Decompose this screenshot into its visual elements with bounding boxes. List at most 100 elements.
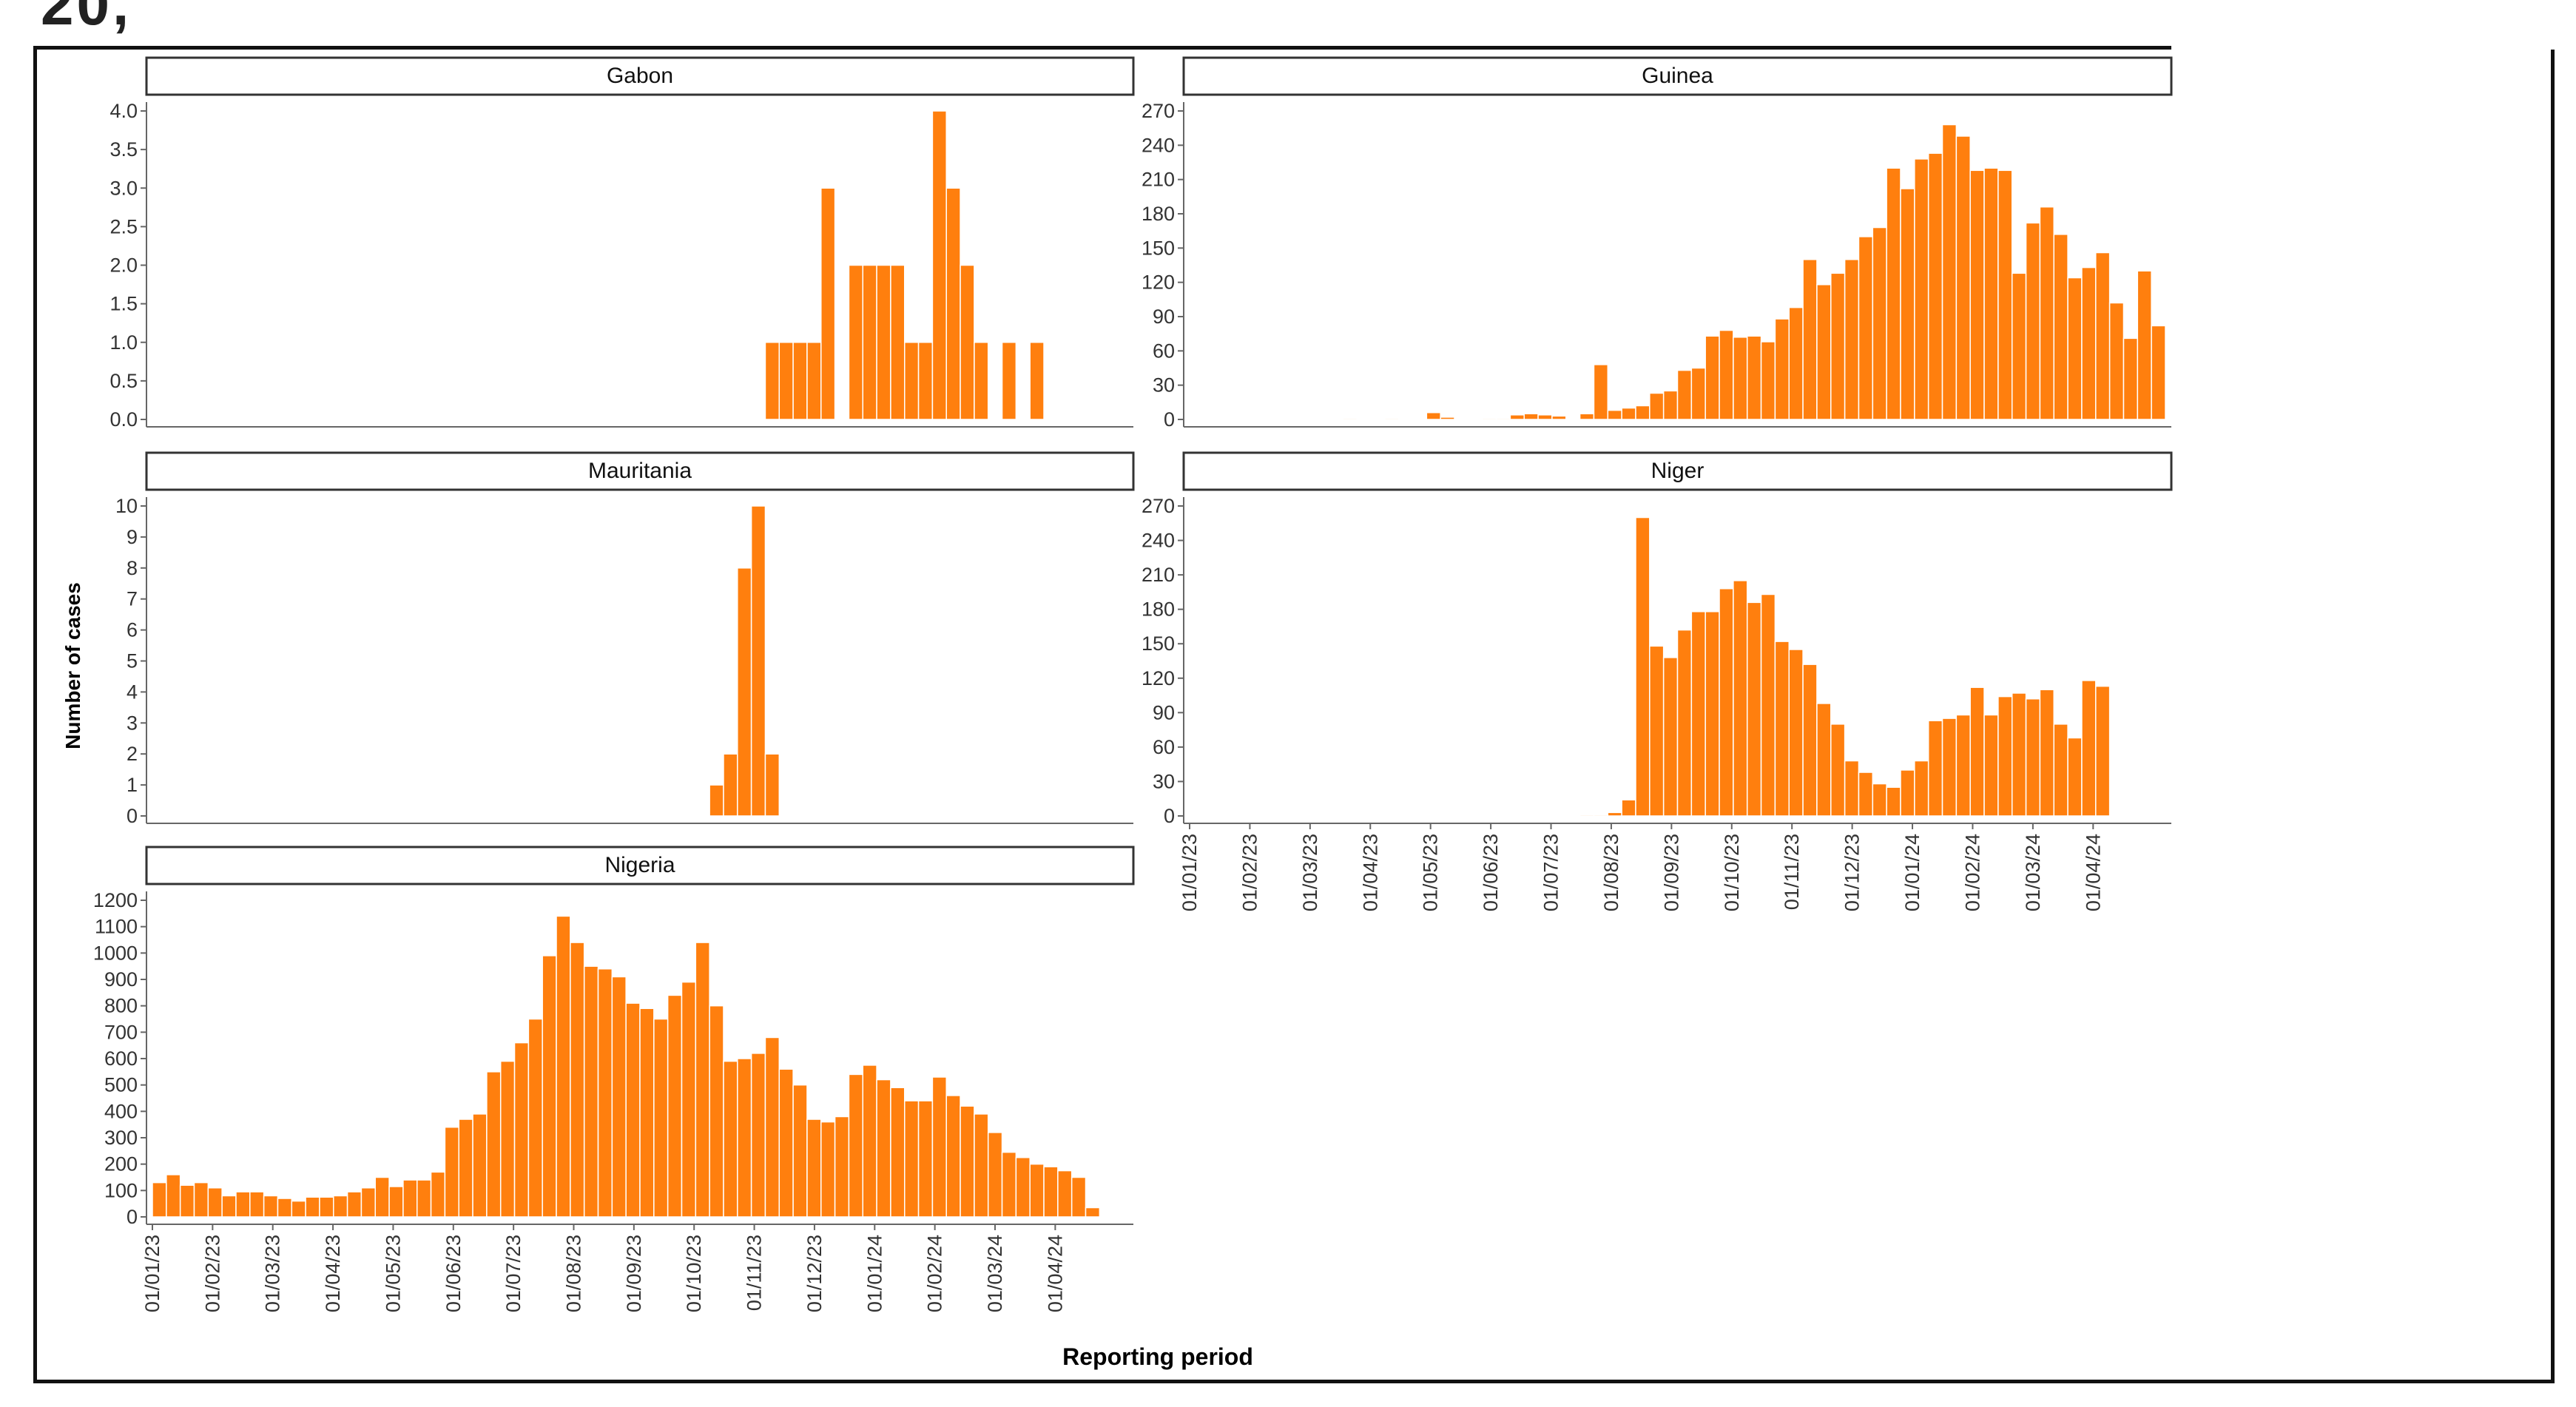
bar xyxy=(709,784,724,817)
bar xyxy=(235,1191,251,1218)
bar xyxy=(917,1100,934,1218)
y-tick-label: 3 xyxy=(127,712,138,734)
y-tick-label: 1.0 xyxy=(109,331,138,354)
x-tick-label: 01/02/23 xyxy=(1238,834,1261,911)
bar xyxy=(1997,169,2013,420)
x-tick-label: 01/03/24 xyxy=(2022,834,2044,911)
bar xyxy=(1690,367,1706,420)
y-tick-label: 0 xyxy=(127,1206,138,1228)
bar xyxy=(1537,414,1553,420)
bar xyxy=(277,1198,293,1218)
bar xyxy=(388,1186,404,1218)
bar xyxy=(1551,415,1567,420)
x-tick-label: 01/09/23 xyxy=(1660,834,1682,911)
bar xyxy=(945,1095,961,1218)
bar xyxy=(472,1113,488,1218)
bar xyxy=(2025,698,2041,817)
bar xyxy=(1997,695,2013,817)
bar xyxy=(1788,649,1804,817)
bar xyxy=(2122,337,2139,420)
bar xyxy=(1015,1157,1031,1218)
bar xyxy=(1969,169,1985,420)
bar xyxy=(1983,167,1999,420)
bar xyxy=(917,342,934,420)
bar xyxy=(416,1179,432,1218)
bar xyxy=(903,1100,920,1218)
bar xyxy=(583,965,599,1218)
bar xyxy=(1872,783,1887,817)
bar xyxy=(960,264,975,420)
bar xyxy=(974,342,989,420)
bar xyxy=(834,1116,850,1218)
panel-strip xyxy=(1182,451,2173,491)
x-tick-label: 01/03/24 xyxy=(984,1235,1006,1312)
bar xyxy=(1705,335,1720,420)
bar xyxy=(792,1084,808,1218)
bar xyxy=(764,1036,780,1218)
bar xyxy=(263,1195,279,1218)
panel-title: Mauritania xyxy=(588,459,692,483)
bar xyxy=(1858,772,1874,817)
y-tick-label: 2 xyxy=(127,743,138,765)
panel-niger: Niger 0 30 60 90 120 150 180 210 240 270 01/01/23 01… xyxy=(1142,451,2173,911)
y-tick-label: 90 xyxy=(1153,306,1175,328)
bar xyxy=(2067,737,2083,817)
x-tick-label: 01/03/23 xyxy=(1299,834,1321,911)
y-tick-label: 180 xyxy=(1142,598,1175,621)
x-tick-label: 01/10/23 xyxy=(1721,834,1743,911)
bar xyxy=(764,342,780,420)
bar xyxy=(778,1068,794,1218)
bar xyxy=(1733,580,1748,817)
panel-title: Guinea xyxy=(1642,64,1713,88)
bar xyxy=(1830,272,1846,420)
x-tick-label: 01/11/23 xyxy=(744,1235,766,1311)
bar xyxy=(1941,124,1958,420)
bar xyxy=(1070,1176,1087,1218)
y-tick-label: 120 xyxy=(1142,667,1175,689)
bar xyxy=(1523,413,1539,420)
bar xyxy=(974,1113,989,1218)
y-tick-label: 210 xyxy=(1142,169,1175,191)
panel-strip xyxy=(145,846,1135,885)
bar xyxy=(1676,629,1693,817)
x-tick-label: 01/06/23 xyxy=(442,1235,465,1312)
y-tick-label: 0.5 xyxy=(109,370,138,392)
bar xyxy=(653,1018,669,1218)
x-tick-label: 01/04/24 xyxy=(1044,1235,1066,1312)
x-tick-label: 01/05/23 xyxy=(382,1235,404,1312)
bar xyxy=(152,1181,167,1218)
bar xyxy=(1816,703,1832,817)
bar xyxy=(2053,723,2068,817)
header-fragment-text: 20, 2024 xyxy=(41,0,181,43)
bar xyxy=(723,753,738,817)
x-tick-label: 01/01/24 xyxy=(1901,834,1923,911)
y-tick-label: 60 xyxy=(1153,736,1175,758)
bar xyxy=(1844,259,1860,420)
panel-strip xyxy=(1182,56,2173,96)
bar xyxy=(750,1053,766,1218)
y-tick-label: 10 xyxy=(115,495,138,517)
panel-nigeria: Nigeria 0 100 200 300 400 500 600 700 800 900 1000 1… xyxy=(93,846,1135,1312)
bar xyxy=(1760,593,1776,817)
bar xyxy=(1760,341,1776,420)
x-tick-label: 01/04/23 xyxy=(1359,834,1381,911)
panel-title: Gabon xyxy=(607,64,673,88)
bar xyxy=(333,1195,348,1218)
bar xyxy=(2151,325,2166,420)
y-tick-label: 270 xyxy=(1142,495,1175,517)
bar xyxy=(1001,342,1017,420)
bar xyxy=(695,942,710,1218)
bar xyxy=(820,1121,836,1218)
bar xyxy=(876,1079,891,1218)
y-tick-label: 1000 xyxy=(93,942,138,964)
bar xyxy=(639,1008,655,1218)
bar xyxy=(1886,167,1901,420)
bar xyxy=(1690,611,1706,817)
y-tick-label: 30 xyxy=(1153,374,1175,397)
bar xyxy=(527,1018,543,1218)
bar xyxy=(305,1196,320,1218)
bar xyxy=(1746,335,1762,420)
y-tick-label: 1200 xyxy=(93,889,138,911)
y-tick-label: 240 xyxy=(1142,530,1175,552)
bar xyxy=(1774,318,1790,420)
